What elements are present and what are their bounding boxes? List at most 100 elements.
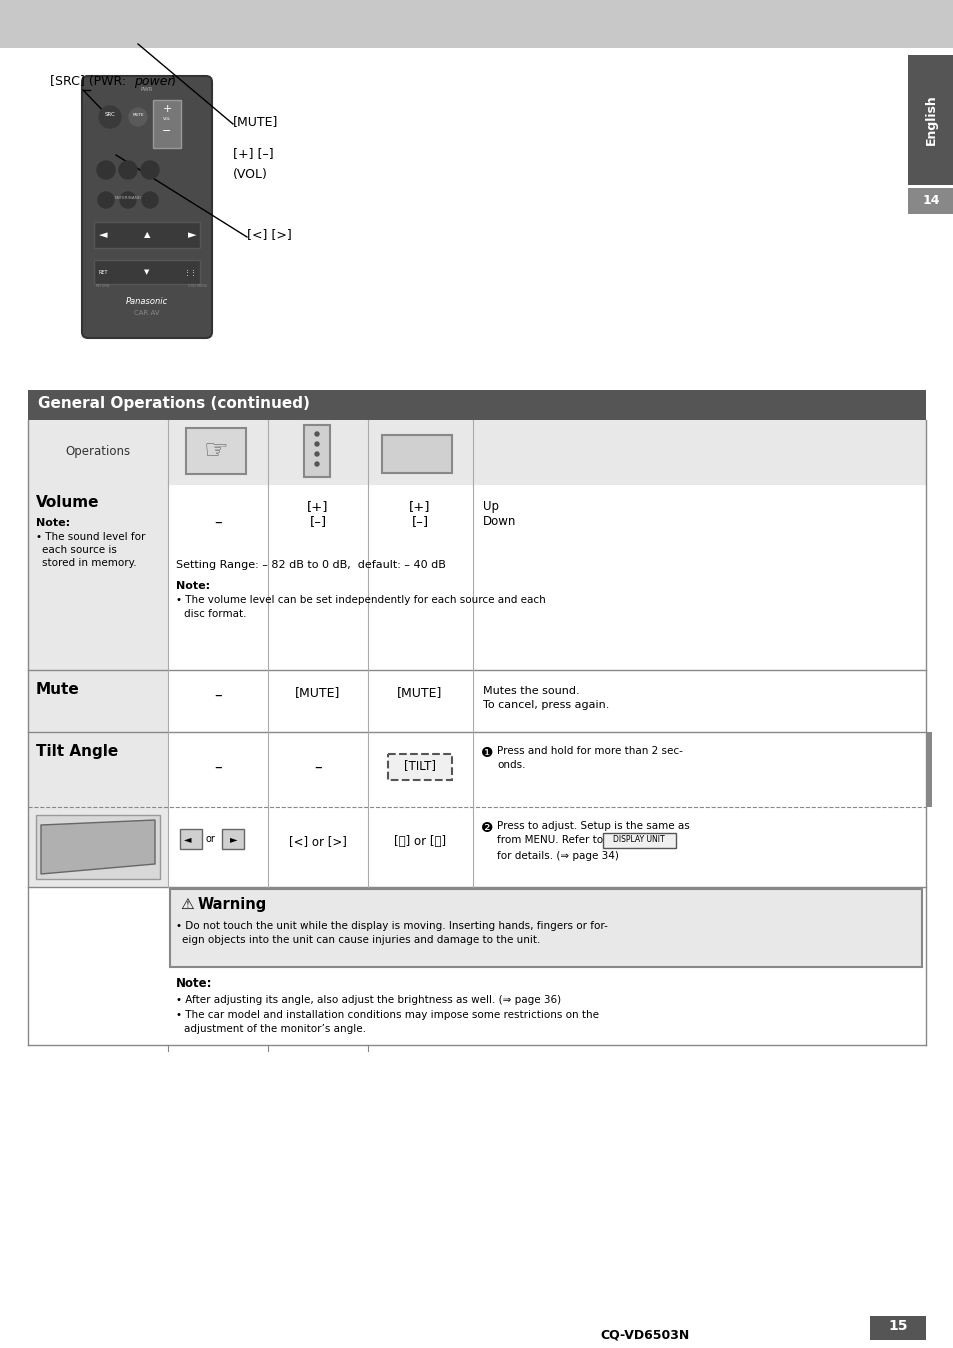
Text: or: or: [206, 834, 215, 844]
Text: [+]: [+]: [409, 500, 431, 514]
Circle shape: [142, 191, 158, 208]
Text: • The volume level can be set independently for each source and each: • The volume level can be set independen…: [175, 594, 545, 605]
Text: power: power: [133, 75, 172, 88]
Text: ▼: ▼: [144, 270, 150, 275]
Bar: [388, 754, 452, 780]
Text: Panasonic: Panasonic: [126, 297, 168, 306]
Text: –: –: [314, 760, 321, 775]
Circle shape: [141, 160, 159, 179]
Text: • The car model and installation conditions may impose some restrictions on the: • The car model and installation conditi…: [175, 1010, 598, 1020]
Text: stored in memory.: stored in memory.: [42, 558, 136, 568]
Bar: [170, 888, 921, 967]
Text: –: –: [214, 515, 222, 530]
Text: Up: Up: [482, 500, 498, 514]
Text: [+] [–]: [+] [–]: [233, 147, 274, 160]
Text: ▲: ▲: [144, 231, 150, 240]
Text: DISPLAY UNIT: DISPLAY UNIT: [613, 834, 664, 844]
Bar: [180, 829, 202, 849]
Text: ◄: ◄: [99, 231, 107, 240]
Text: Press to adjust. Setup is the same as: Press to adjust. Setup is the same as: [497, 821, 689, 830]
Text: CQ-VD6503N: CQ-VD6503N: [599, 1328, 688, 1341]
Bar: [925, 732, 931, 807]
Text: Note:: Note:: [175, 977, 213, 989]
Bar: [0, 0, 953, 49]
Text: (VOL): (VOL): [233, 168, 268, 181]
Text: ): ): [171, 75, 175, 88]
Bar: [869, 1316, 925, 1340]
Text: ❷: ❷: [480, 821, 493, 834]
Text: [–]: [–]: [411, 515, 428, 528]
Text: –: –: [214, 687, 222, 704]
Bar: [907, 55, 953, 185]
Circle shape: [314, 452, 318, 456]
Text: ☞: ☞: [203, 437, 228, 465]
Text: ►: ►: [230, 834, 237, 844]
Bar: [28, 670, 168, 732]
Text: ►: ►: [188, 231, 196, 240]
Bar: [186, 429, 246, 474]
Circle shape: [99, 106, 121, 128]
Text: [⏮] or [⏭]: [⏮] or [⏭]: [394, 834, 446, 848]
Text: VOL: VOL: [163, 117, 171, 121]
Text: RET: RET: [98, 270, 108, 275]
Circle shape: [314, 431, 318, 435]
Circle shape: [97, 160, 115, 179]
Text: [<] [>]: [<] [>]: [247, 228, 292, 241]
Text: [MUTE]: [MUTE]: [295, 686, 340, 700]
Text: ◄: ◄: [184, 834, 192, 844]
Text: eign objects into the unit can cause injuries and damage to the unit.: eign objects into the unit can cause inj…: [182, 936, 539, 945]
Text: Mute: Mute: [36, 682, 80, 697]
Bar: [28, 390, 925, 421]
Bar: [602, 833, 676, 848]
Text: [<] or [>]: [<] or [>]: [289, 834, 347, 848]
Circle shape: [314, 462, 318, 466]
Text: adjustment of the monitor’s angle.: adjustment of the monitor’s angle.: [184, 1024, 366, 1034]
Text: 15: 15: [887, 1318, 907, 1333]
Text: from MENU. Refer to: from MENU. Refer to: [497, 834, 602, 845]
Text: ⋮⋮: ⋮⋮: [184, 270, 198, 275]
Text: [+]: [+]: [307, 500, 329, 514]
Text: onds.: onds.: [497, 760, 525, 770]
Text: −: −: [162, 125, 172, 136]
Text: [–]: [–]: [309, 515, 326, 528]
Bar: [222, 829, 244, 849]
Circle shape: [98, 191, 113, 208]
Circle shape: [120, 191, 136, 208]
Text: • The sound level for: • The sound level for: [36, 532, 145, 542]
Bar: [28, 421, 925, 485]
Text: [MUTE]: [MUTE]: [396, 686, 442, 700]
FancyBboxPatch shape: [82, 75, 212, 338]
Text: –: –: [214, 760, 222, 775]
Text: PWR: PWR: [141, 88, 153, 92]
Bar: [152, 100, 181, 148]
Text: SRC: SRC: [105, 112, 115, 117]
Bar: [94, 260, 200, 284]
Text: • Do not touch the unit while the display is moving. Inserting hands, fingers or: • Do not touch the unit while the displa…: [175, 921, 607, 931]
Bar: [907, 187, 953, 214]
Polygon shape: [41, 820, 154, 874]
Text: for details. (⇒ page 34): for details. (⇒ page 34): [497, 851, 618, 861]
Text: Warning: Warning: [198, 896, 267, 913]
Text: Setting Range: – 82 dB to 0 dB,  default: – 40 dB: Setting Range: – 82 dB to 0 dB, default:…: [175, 559, 445, 570]
Text: Mutes the sound.: Mutes the sound.: [482, 686, 579, 696]
Circle shape: [129, 108, 147, 125]
Bar: [381, 435, 452, 473]
Text: Note:: Note:: [36, 518, 71, 528]
Text: Tilt Angle: Tilt Angle: [36, 744, 118, 759]
Text: Press and hold for more than 2 sec-: Press and hold for more than 2 sec-: [497, 745, 682, 756]
Text: CAR AV: CAR AV: [134, 310, 159, 315]
Circle shape: [119, 160, 137, 179]
Bar: [28, 485, 168, 670]
Text: [SRC] (PWR:: [SRC] (PWR:: [50, 75, 130, 88]
Bar: [28, 732, 168, 887]
Text: Note:: Note:: [175, 581, 210, 590]
Text: Volume: Volume: [36, 495, 99, 510]
Bar: [36, 816, 160, 879]
Text: Operations: Operations: [66, 445, 131, 458]
Text: ❶: ❶: [480, 745, 493, 760]
Bar: [94, 222, 200, 248]
Bar: [304, 425, 330, 477]
Text: [TILT]: [TILT]: [403, 759, 436, 772]
Text: • After adjusting its angle, also adjust the brightness as well. (⇒ page 36): • After adjusting its angle, also adjust…: [175, 995, 560, 1006]
Text: DVD MENU: DVD MENU: [188, 284, 207, 288]
